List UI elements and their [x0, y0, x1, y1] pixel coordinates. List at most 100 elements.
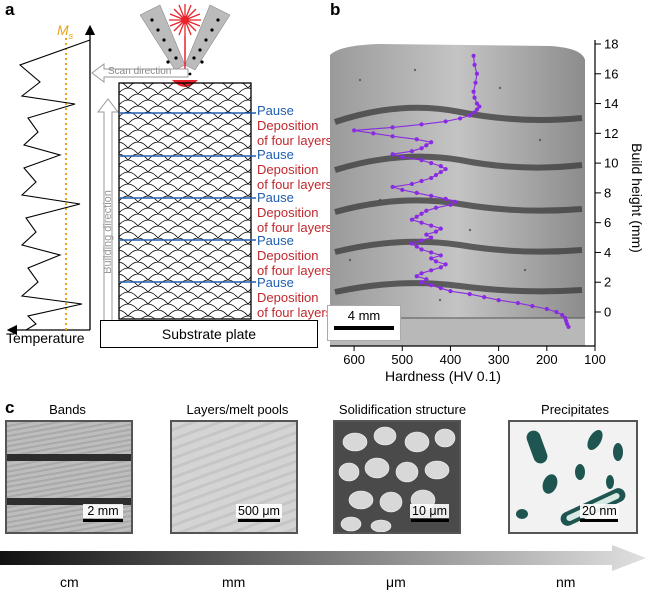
hardness-point [563, 315, 568, 321]
hardness-point [443, 119, 448, 124]
hardness-point [419, 122, 424, 127]
y-tick-label: 2 [604, 275, 611, 290]
pause-label: Pause [257, 147, 294, 162]
hardness-point [474, 107, 480, 112]
hardness-point [472, 95, 477, 100]
band-stripe [7, 498, 131, 505]
hardness-point [443, 166, 448, 172]
hardness-point [414, 244, 419, 249]
hardness-point [472, 110, 477, 115]
hardness-point [424, 143, 429, 148]
hardness-point [482, 295, 487, 300]
melt-pools-scale: 500 μm [236, 504, 282, 522]
scale-mm: mm [222, 574, 246, 590]
hardness-point [419, 220, 424, 225]
hardness-point [474, 71, 480, 76]
y-tick-label: 4 [604, 245, 611, 260]
hardness-point [438, 169, 443, 175]
x-tick-label: 100 [584, 352, 606, 367]
y-tick-label: 16 [604, 66, 618, 81]
hardness-point [433, 259, 439, 264]
y-tick-label: 18 [604, 37, 618, 52]
x-axis-label: Hardness (HV 0.1) [385, 368, 501, 384]
hardness-point [448, 289, 453, 294]
hardness-point [390, 125, 395, 130]
hardness-point [433, 205, 439, 210]
x-tick-label: 400 [440, 352, 462, 367]
panel-b-letter: b [330, 0, 341, 19]
bands-scale: 2 mm [83, 504, 123, 522]
hardness-point [429, 140, 434, 145]
hardness-point [419, 211, 424, 216]
hardness-point [453, 199, 458, 204]
scan-direction-arrow [91, 63, 189, 83]
deposition-block [118, 82, 256, 320]
bands-title: Bands [49, 402, 86, 417]
hardness-point [530, 303, 535, 309]
hardness-point [443, 196, 448, 201]
hardness-point [433, 229, 439, 234]
hardness-point [390, 184, 395, 190]
deposition-label: Deposition of four layers [257, 290, 333, 320]
pause-label: Pause [257, 103, 294, 118]
hardness-point [424, 232, 429, 237]
hardness-point [560, 312, 565, 318]
hardness-point [467, 292, 472, 297]
hardness-point [414, 274, 419, 279]
x-tick-label: 600 [343, 352, 365, 367]
scale-nm: nm [556, 574, 576, 590]
hardness-point [419, 271, 424, 276]
y-tick-label: 14 [604, 96, 618, 111]
solidification-title: Solidification structure [338, 402, 467, 417]
hardness-point [414, 190, 419, 195]
hardness-point [429, 161, 434, 166]
precipitates-title: Precipitates [541, 402, 609, 417]
y-tick-label: 0 [604, 305, 611, 320]
pause-label: Pause [257, 233, 294, 248]
x-tick-label: 300 [488, 352, 510, 367]
temperature-label: Temperature [6, 330, 85, 346]
scale-bar-4mm: 4 mm [327, 305, 401, 341]
hardness-series-line [354, 55, 569, 328]
hardness-point [419, 178, 424, 184]
panel-c-letter: c [5, 398, 15, 417]
hardness-point [544, 306, 549, 312]
hardness-point [419, 238, 424, 243]
hardness-point [496, 297, 501, 303]
hardness-point [474, 101, 480, 106]
scale-um: μm [386, 574, 406, 590]
hardness-point [429, 235, 434, 240]
hardness-point [409, 241, 415, 246]
hardness-point [351, 128, 357, 133]
substrate-plate: Substrate plate [100, 320, 318, 348]
scale-bar-text: 4 mm [347, 308, 381, 323]
y-tick-label: 8 [604, 185, 611, 200]
hardness-point [438, 253, 443, 258]
y-tick-label: 6 [604, 215, 611, 230]
hardness-point [471, 53, 476, 59]
deposition-label: Deposition of four layers [257, 162, 333, 192]
hardness-point [419, 247, 424, 252]
hardness-point [390, 152, 395, 157]
hardness-point [400, 187, 405, 193]
hardness-point [400, 155, 405, 160]
hardness-point [371, 131, 376, 136]
hardness-point [419, 146, 424, 151]
hardness-point [429, 250, 434, 255]
hardness-point [409, 217, 415, 222]
hardness-point [409, 181, 415, 187]
y-tick-label: 10 [604, 156, 618, 171]
hardness-point [457, 116, 463, 121]
hardness-chart: 600 500 400 300 200 100 0 2 4 6 8 10 12 14 16 18 [330, 37, 618, 367]
hardness-point [429, 268, 434, 273]
precipitates-scale: 20 nm [580, 504, 619, 522]
hardness-point [429, 256, 434, 261]
hardness-point [433, 172, 439, 178]
hardness-point [472, 62, 477, 67]
deposition-label: Deposition of four layers [257, 248, 333, 278]
ms-label: Ms [57, 22, 74, 41]
x-tick-label: 500 [391, 352, 413, 367]
hardness-point [424, 277, 429, 282]
hardness-point [429, 223, 434, 228]
hardness-point [429, 193, 434, 198]
